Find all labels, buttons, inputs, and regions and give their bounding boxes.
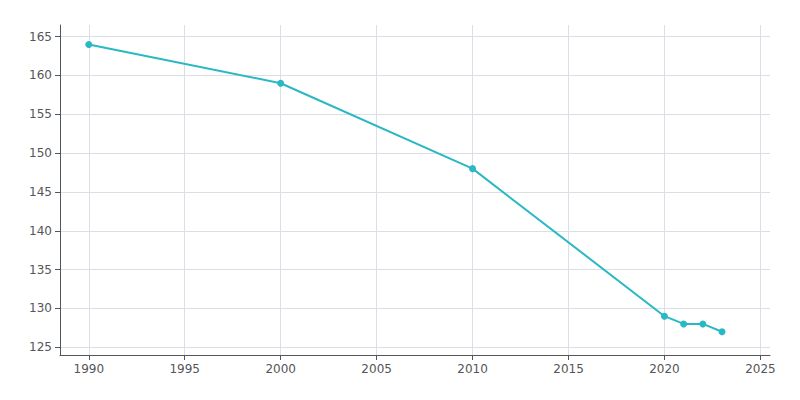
svg-text:2010: 2010 [457, 362, 488, 376]
svg-text:125: 125 [29, 340, 52, 354]
svg-text:135: 135 [29, 263, 52, 277]
svg-text:2005: 2005 [361, 362, 392, 376]
svg-text:155: 155 [29, 107, 52, 121]
svg-text:150: 150 [29, 146, 52, 160]
svg-text:2020: 2020 [649, 362, 680, 376]
svg-text:2025: 2025 [745, 362, 776, 376]
svg-text:2015: 2015 [553, 362, 584, 376]
svg-text:145: 145 [29, 185, 52, 199]
svg-text:165: 165 [29, 30, 52, 44]
svg-text:130: 130 [29, 301, 52, 315]
svg-text:1995: 1995 [169, 362, 200, 376]
svg-text:1990: 1990 [74, 362, 105, 376]
svg-text:2000: 2000 [265, 362, 296, 376]
svg-text:140: 140 [29, 224, 52, 238]
svg-text:160: 160 [29, 68, 52, 82]
